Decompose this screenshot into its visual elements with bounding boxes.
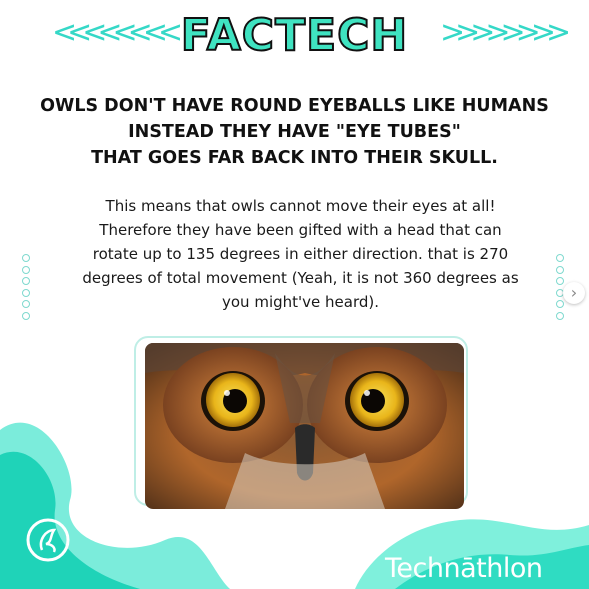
- body-line: degrees of total movement (Yeah, it is n…: [82, 269, 519, 287]
- headline: OWLS DON'T HAVE ROUND EYEBALLS LIKE HUMA…: [20, 93, 569, 171]
- body-line: rotate up to 135 degrees in either direc…: [92, 245, 509, 263]
- chevron-right-icon[interactable]: ›: [563, 282, 585, 304]
- body-paragraph: This means that owls cannot move their e…: [64, 194, 537, 314]
- headline-line: THAT GOES FAR BACK INTO THEIR SKULL.: [91, 148, 498, 168]
- dot-pattern-icon: [556, 254, 570, 323]
- body-line: This means that owls cannot move their e…: [105, 197, 496, 215]
- dot-pattern-icon: [22, 254, 36, 323]
- left-chevrons: <<<<<<<<: [52, 15, 183, 50]
- body-line: Therefore they have been gifted with a h…: [99, 221, 502, 239]
- owl-photo: [145, 343, 464, 509]
- right-chevrons: >>>>>>>>: [440, 15, 571, 50]
- technothlon-logo-icon: [26, 518, 70, 562]
- headline-line: OWLS DON'T HAVE ROUND EYEBALLS LIKE HUMA…: [40, 96, 549, 116]
- brand-name: Technāthlon: [385, 553, 543, 584]
- page-title: FACTECH: [180, 9, 409, 62]
- headline-line: INSTEAD THEY HAVE "EYE TUBES": [128, 122, 461, 142]
- body-line: you might've heard).: [222, 293, 379, 311]
